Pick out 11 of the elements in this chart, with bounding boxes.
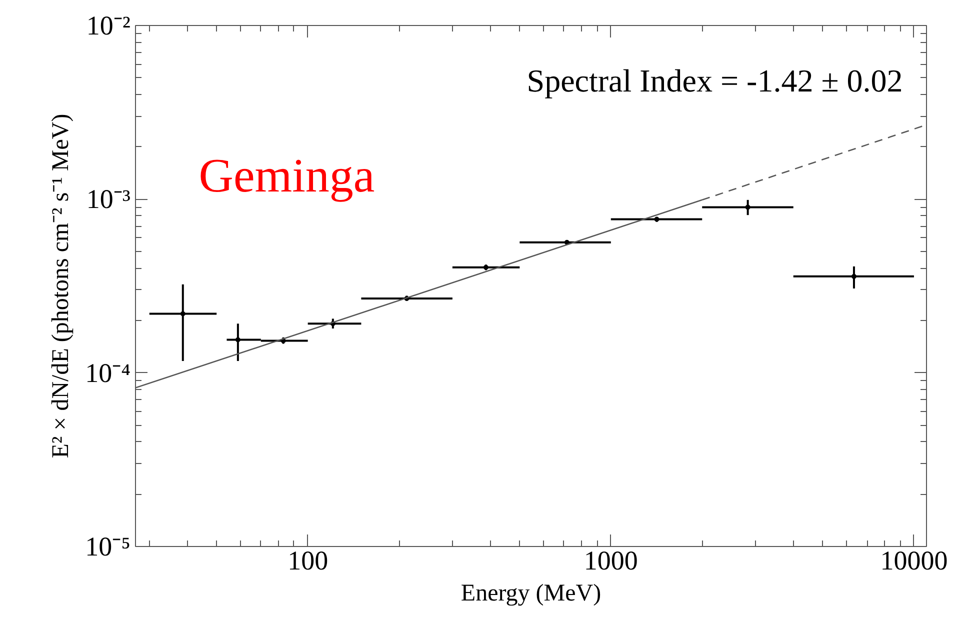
x-tick-label: 100 <box>288 546 328 576</box>
y-axis-title: E² × dN/dE (photons cm⁻² s⁻¹ MeV) <box>48 114 74 458</box>
y-tick-label: 10⁻⁴ <box>85 358 131 388</box>
x-tick-label: 10000 <box>880 546 948 576</box>
x-axis-title: Energy (MeV) <box>460 580 602 606</box>
annotation: Geminga <box>198 150 375 203</box>
y-tick-label: 10⁻² <box>86 10 131 40</box>
annotation: Spectral Index = -1.42 ± 0.02 <box>526 62 903 98</box>
y-tick-label: 10⁻⁵ <box>85 532 131 562</box>
y-tick-label: 10⁻³ <box>86 184 131 214</box>
x-tick-label: 1000 <box>584 546 638 576</box>
